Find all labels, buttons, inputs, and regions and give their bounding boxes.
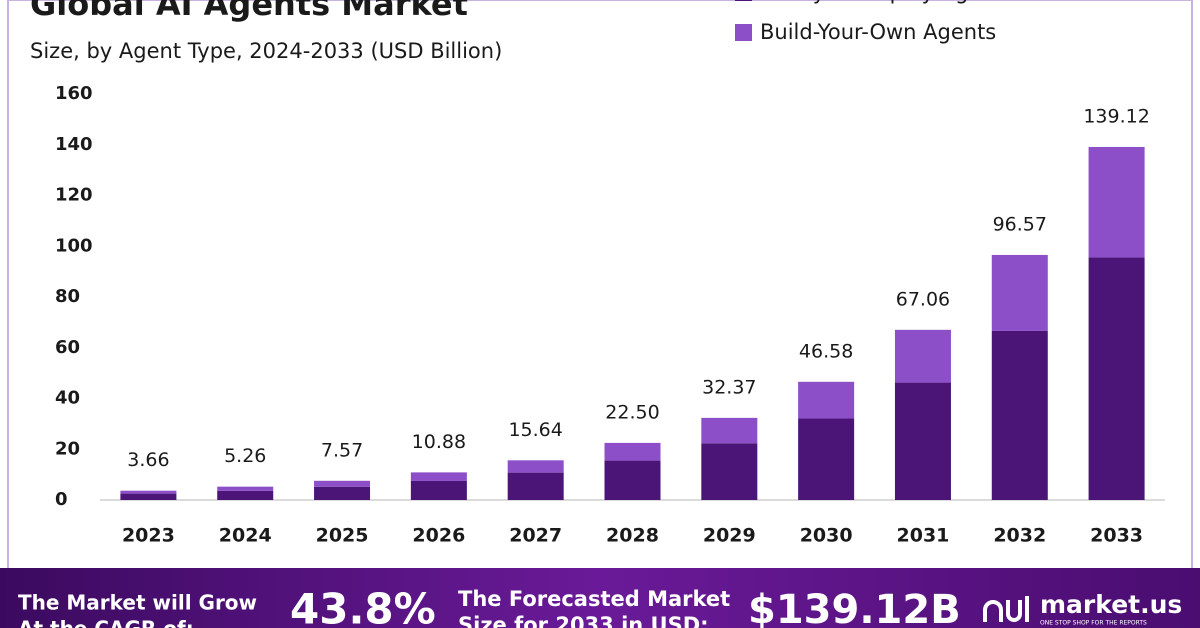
bar-segment <box>991 330 1048 500</box>
y-tick-label: 80 <box>55 286 80 307</box>
legend-swatch <box>735 0 752 1</box>
bar-segment <box>701 417 758 444</box>
forecast-text: The Forecasted Market <box>458 587 730 611</box>
bar-segment <box>604 460 661 500</box>
bar-segment <box>894 329 951 383</box>
tagline: ONE STOP SHOP FOR THE REPORTS <box>1040 620 1147 627</box>
chart-subtitle: Size, by Agent Type, 2024-2033 (USD Bill… <box>30 39 502 63</box>
brand: market.us <box>1040 590 1182 619</box>
y-tick-label: 20 <box>55 438 80 459</box>
bar-segment <box>410 472 467 481</box>
x-tick-label: 2024 <box>219 525 272 547</box>
brand-logo <box>983 596 1029 622</box>
frame <box>7 0 1193 628</box>
forecast-value: $139.12B <box>748 587 961 628</box>
x-tick-label: 2032 <box>993 525 1046 547</box>
bar-segment <box>894 382 951 500</box>
y-tick-label: 160 <box>55 83 93 104</box>
bar-segment <box>1088 257 1145 500</box>
bar-segment <box>798 381 855 419</box>
x-tick-label: 2030 <box>800 525 853 547</box>
bar-segment <box>991 254 1048 331</box>
legend-swatch <box>735 24 752 41</box>
bar-segment <box>217 490 274 500</box>
bar-segment <box>1088 146 1145 258</box>
y-tick-label: 60 <box>55 337 80 358</box>
value-label: 3.66 <box>127 449 169 471</box>
y-tick-label: 120 <box>55 185 93 206</box>
value-label: 32.37 <box>702 376 756 398</box>
chart-title: Global AI Agents Market <box>30 0 468 23</box>
bar-segment <box>604 442 661 461</box>
x-tick-label: 2029 <box>703 525 756 547</box>
bar-segment <box>701 443 758 500</box>
value-label: 10.88 <box>412 431 466 453</box>
cagr-value: 43.8% <box>290 585 436 628</box>
cagr-text: At the CAGR of: <box>18 617 194 628</box>
x-tick-label: 2028 <box>606 525 659 547</box>
bar-segment <box>314 486 371 500</box>
value-label: 96.57 <box>993 213 1047 235</box>
legend-label: Ready-To-Deploy Agents <box>760 0 1014 4</box>
bar-segment <box>120 490 177 494</box>
bar-segment <box>507 460 564 473</box>
bar-segment <box>507 472 564 500</box>
value-label: 15.64 <box>508 419 562 441</box>
x-tick-label: 2031 <box>897 525 950 547</box>
y-tick-label: 0 <box>55 489 68 510</box>
bar-segment <box>120 493 177 500</box>
bar-segment <box>410 480 467 500</box>
x-tick-label: 2027 <box>509 525 562 547</box>
forecast-text: Size for 2033 in USD: <box>458 613 709 628</box>
value-label: 67.06 <box>896 288 950 310</box>
y-tick-label: 140 <box>55 134 93 155</box>
cagr-text: The Market will Grow <box>18 591 257 615</box>
y-tick-label: 40 <box>55 388 80 409</box>
bar-segment <box>217 486 274 491</box>
legend: Ready-To-Deploy Agents Build-Your-Own Age… <box>735 0 1014 44</box>
value-label: 5.26 <box>224 445 266 467</box>
value-label: 139.12 <box>1083 105 1149 127</box>
legend-label: Build-Your-Own Agents <box>760 20 996 44</box>
x-tick-label: 2026 <box>412 525 465 547</box>
x-tick-label: 2025 <box>316 525 369 547</box>
x-tick-label: 2023 <box>122 525 175 547</box>
value-label: 46.58 <box>799 340 853 362</box>
y-tick-label: 100 <box>55 235 93 256</box>
bar-segment <box>798 418 855 500</box>
bar-segment <box>314 480 371 487</box>
value-label: 7.57 <box>321 439 363 461</box>
x-tick-label: 2033 <box>1090 525 1143 547</box>
value-label: 22.50 <box>605 401 659 423</box>
